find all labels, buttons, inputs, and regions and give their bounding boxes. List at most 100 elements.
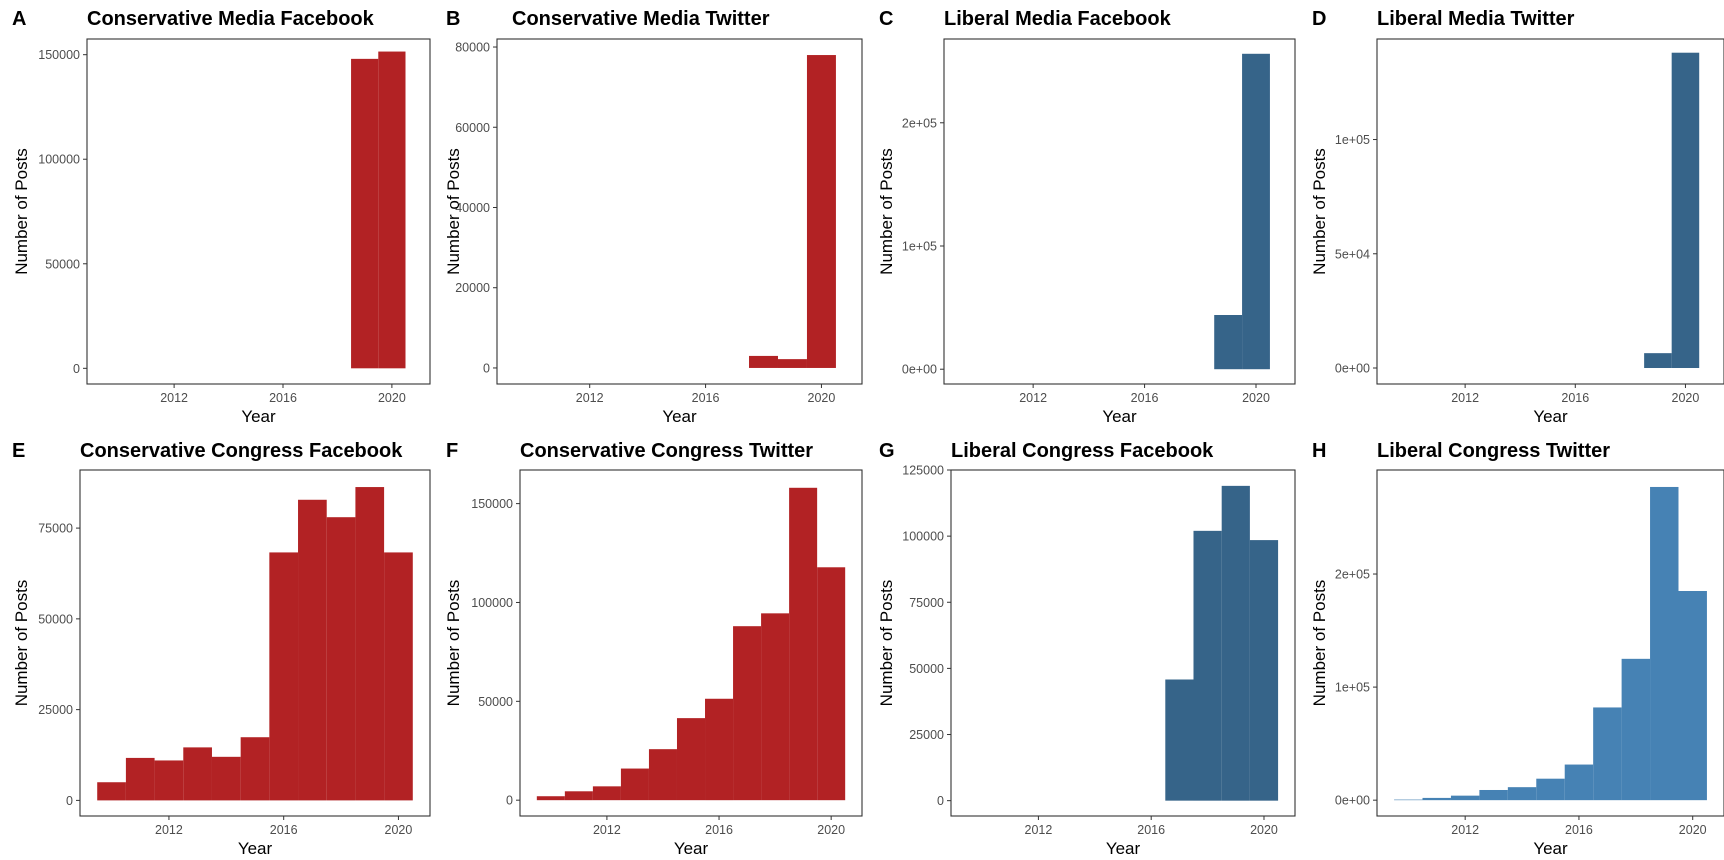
panel-b-plot-frame: [496, 38, 863, 385]
panel-g-yaxis-title: Number of Posts: [877, 580, 896, 707]
panel-g-ytick-label-75000: 75000: [909, 596, 944, 610]
panel-h-letter: H: [1312, 440, 1326, 462]
panel-g-xtick-label-2016: 2016: [1137, 823, 1165, 837]
panel-d-xaxis-title: Year: [1533, 407, 1568, 426]
panel-b-ytick-label-60000: 60000: [455, 121, 490, 135]
panel-b-title: Conservative Media Twitter: [512, 8, 770, 30]
panel-e-xtick-label-2016: 2016: [270, 823, 298, 837]
panel-g: G Liberal Congress Facebook 0 25000 50000 750…: [877, 440, 1296, 858]
panel-f-ytick-label-150000: 150000: [471, 497, 513, 511]
panel-f-xtick-label-2016: 2016: [705, 823, 733, 837]
panel-f-bar-3: [592, 786, 621, 801]
panel-b-ytick-label-40000: 40000: [455, 201, 490, 215]
panel-a: A Conservative Media Facebook 0 50000 100000…: [12, 8, 431, 426]
panel-c-title: Liberal Media Facebook: [944, 8, 1172, 30]
panel-b: B Conservative Media Twitter 0 20000 40000 60…: [444, 8, 863, 426]
panel-a-plot-frame: [86, 38, 431, 385]
panel-e: E Conservative Congress Facebook 0 25000 500…: [12, 440, 431, 858]
panel-c-letter: C: [879, 8, 893, 30]
panel-b-xtick-label-2020: 2020: [808, 391, 836, 405]
panel-f-ytick-label-100000: 100000: [471, 596, 513, 610]
panel-g-xaxis-title: Year: [1106, 839, 1141, 858]
panel-e-bar-5: [211, 756, 241, 801]
panel-g-xtick-label-2020: 2020: [1250, 823, 1278, 837]
panel-e-bars: [97, 487, 413, 801]
panel-g-ytick-label-125000: 125000: [902, 464, 944, 478]
panel-e-ytick-label-0: 0: [66, 794, 73, 808]
panel-b-bar-3: [806, 55, 836, 368]
panel-h-bar-10: [1650, 486, 1679, 801]
panel-c-ytick-label-2e-05: 2e+05: [902, 116, 937, 130]
panel-g-xtick-label-2012: 2012: [1025, 823, 1053, 837]
panel-g-plot-frame: [950, 469, 1296, 817]
panel-c-xtick-label-2016: 2016: [1131, 391, 1159, 405]
panel-c-bars: [1214, 53, 1270, 370]
panel-c-ytick-label-0e-00: 0e+00: [902, 363, 937, 377]
panel-d-plot-frame: [1376, 38, 1724, 385]
panel-a-ytick-label-100000: 100000: [38, 153, 80, 167]
panel-d-bar-2: [1671, 52, 1700, 369]
panel-g-bar-2: [1193, 530, 1222, 801]
panel-f-bar-2: [564, 791, 593, 801]
panel-d: D Liberal Media Twitter 0e+00 5e+04 1e+05 201…: [1310, 8, 1724, 426]
panel-d-title: Liberal Media Twitter: [1377, 8, 1575, 30]
panel-f-bar-6: [676, 718, 706, 801]
panel-e-letter: E: [12, 440, 25, 462]
panel-e-ytick-label-25000: 25000: [38, 703, 73, 717]
panel-g-title: Liberal Congress Facebook: [951, 440, 1214, 462]
panel-f-bar-11: [817, 567, 846, 801]
panel-e-title: Conservative Congress Facebook: [80, 440, 403, 462]
panel-a-xtick-label-2012: 2012: [160, 391, 188, 405]
panel-b-letter: B: [446, 8, 460, 30]
panel-h-xaxis-title: Year: [1533, 839, 1568, 858]
panel-b-ytick-label-80000: 80000: [455, 41, 490, 55]
panel-f-plot-frame: [519, 469, 863, 817]
panel-h-plot-frame: [1376, 469, 1724, 817]
panel-d-bar-1: [1644, 353, 1672, 369]
panel-g-bar-4: [1249, 540, 1279, 801]
panel-f-xtick-label-2020: 2020: [817, 823, 845, 837]
panel-f: F Conservative Congress Twitter 0 50000 1000…: [444, 440, 863, 858]
panel-h-bar-5: [1507, 787, 1537, 801]
panel-d-ytick-label-5e-04: 5e+04: [1335, 247, 1370, 261]
panel-h-yaxis-title: Number of Posts: [1310, 580, 1329, 707]
panel-e-bar-9: [326, 517, 356, 801]
panel-c-xaxis-title: Year: [1102, 407, 1137, 426]
panel-f-bars: [536, 487, 846, 801]
panel-c-xtick-label-2012: 2012: [1019, 391, 1047, 405]
panel-h-bar-1: [1394, 799, 1423, 801]
panel-e-bar-10: [355, 487, 385, 801]
panel-a-xtick-label-2020: 2020: [378, 391, 406, 405]
panel-h-bar-6: [1536, 778, 1565, 801]
panel-f-bar-1: [536, 796, 565, 801]
panel-h-bars: [1394, 486, 1707, 801]
panel-b-bar-2: [777, 359, 807, 368]
panel-e-bar-3: [154, 760, 184, 801]
panel-a-ytick-label-0: 0: [73, 362, 80, 376]
panel-d-xtick-label-2012: 2012: [1451, 391, 1479, 405]
panel-h-xtick-label-2016: 2016: [1565, 823, 1593, 837]
panel-f-bar-4: [620, 768, 649, 801]
panel-h-bar-11: [1678, 590, 1707, 801]
panel-a-xtick-label-2016: 2016: [269, 391, 297, 405]
panel-c-bar-1: [1214, 315, 1243, 370]
panel-g-bar-1: [1165, 679, 1194, 801]
panel-a-bar-2: [378, 51, 406, 369]
panel-d-ytick-label-1e-05: 1e+05: [1335, 133, 1370, 147]
panel-b-yaxis-title: Number of Posts: [444, 148, 463, 275]
panel-a-yaxis-title: Number of Posts: [12, 148, 31, 275]
panel-f-ytick-label-50000: 50000: [478, 695, 513, 709]
panel-a-ytick-label-50000: 50000: [45, 257, 80, 271]
panel-a-xaxis-title: Year: [241, 407, 276, 426]
panel-h-ytick-label-0e-00: 0e+00: [1335, 794, 1370, 808]
panel-h: H Liberal Congress Twitter 0e+00 1e+05 2e+05…: [1310, 440, 1724, 858]
panel-e-xaxis-title: Year: [238, 839, 273, 858]
panel-h-ytick-label-1e-05: 1e+05: [1335, 681, 1370, 695]
panel-b-bars: [749, 55, 836, 368]
panel-h-xtick-label-2012: 2012: [1451, 823, 1479, 837]
panel-e-ytick-label-75000: 75000: [38, 522, 73, 536]
panel-a-bar-1: [351, 58, 379, 369]
panel-g-ytick-label-25000: 25000: [909, 728, 944, 742]
